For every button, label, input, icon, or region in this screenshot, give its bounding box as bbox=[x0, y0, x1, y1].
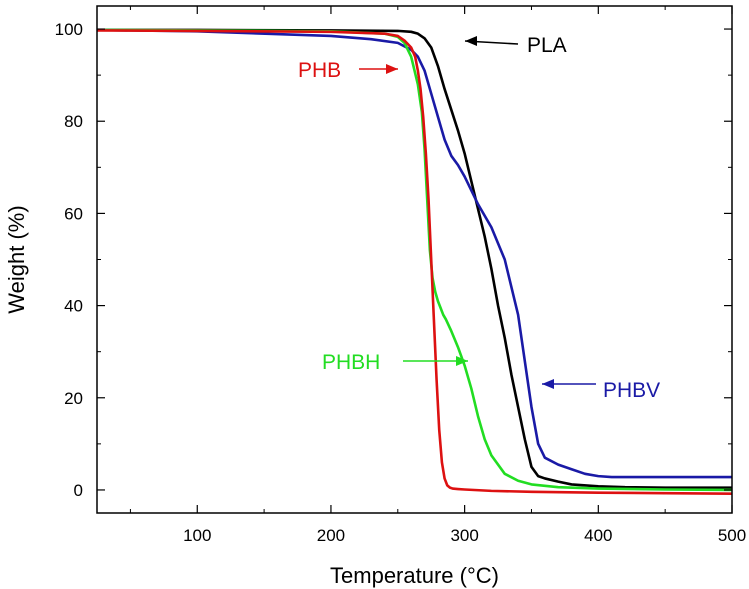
x-tick-label: 200 bbox=[317, 526, 345, 545]
y-tick-label: 80 bbox=[64, 112, 83, 131]
series-line-phb bbox=[96, 29, 733, 495]
y-tick-label: 60 bbox=[64, 204, 83, 223]
series-line-pla bbox=[97, 28, 732, 489]
annotation-label-phb: PHB bbox=[298, 59, 341, 82]
x-tick-label: 300 bbox=[450, 526, 478, 545]
series-curves bbox=[96, 28, 733, 495]
annotation-arrowhead-phb bbox=[386, 64, 398, 74]
annotation-arrowhead-phbv bbox=[542, 379, 554, 389]
plot-frame bbox=[96, 5, 733, 514]
annotation-arrowhead-phbh bbox=[456, 356, 468, 366]
y-tick-label: 20 bbox=[64, 389, 83, 408]
y-axis-title: Weight (%) bbox=[4, 205, 29, 313]
y-tick-label: 0 bbox=[74, 481, 83, 500]
axis-ticks: 100 200 300 400 500 0 20 40 60 80 100 bbox=[55, 6, 746, 545]
x-tick-label: 500 bbox=[718, 526, 746, 545]
x-tick-label: 400 bbox=[584, 526, 612, 545]
annotations: PLA PHB PHBV PHBH bbox=[298, 34, 660, 402]
y-tick-label: 40 bbox=[64, 297, 83, 316]
series-line-phbv bbox=[96, 28, 732, 479]
series-line-phbh bbox=[96, 28, 733, 492]
y-tick-label: 100 bbox=[55, 20, 83, 39]
annotation-label-pla: PLA bbox=[527, 34, 567, 57]
x-tick-label: 100 bbox=[183, 526, 211, 545]
annotation-label-phbv: PHBV bbox=[603, 379, 660, 402]
x-axis-title: Temperature (°C) bbox=[330, 563, 499, 588]
annotation-label-phbh: PHBH bbox=[322, 351, 380, 374]
annotation-arrowhead-pla bbox=[465, 36, 477, 46]
